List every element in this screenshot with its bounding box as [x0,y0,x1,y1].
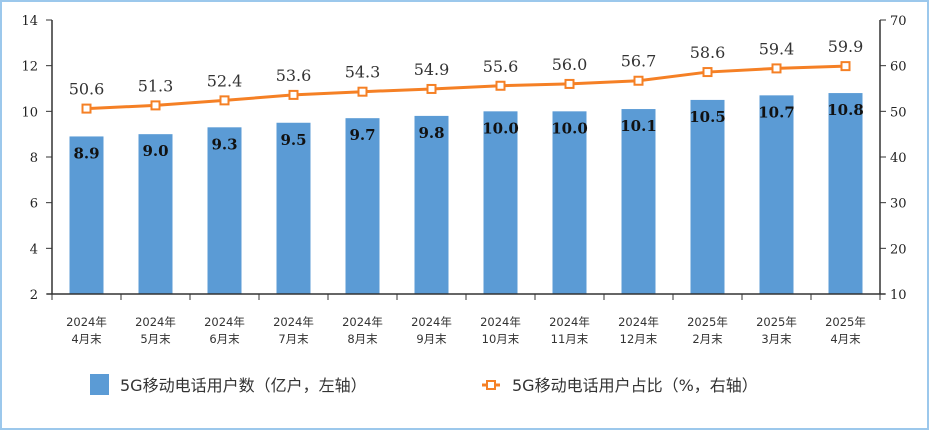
bar [414,115,449,295]
bar [483,111,518,294]
y-left-tick-label: 2 [30,288,38,303]
line-marker [426,83,437,94]
legend-line-label: 5G移动电话用户占比（%，右轴） [512,376,758,395]
bar [552,111,587,294]
line-label: 50.6 [69,80,105,99]
bar-label: 10.5 [689,108,726,126]
line-label: 53.6 [276,66,312,85]
bar [690,99,725,295]
legend-bar-label: 5G移动电话用户数（亿户，左轴） [120,376,367,395]
line-marker [564,78,575,89]
bar-label: 10.0 [482,119,519,137]
line-marker [840,61,851,72]
x-tick-label: 2025年 [687,315,728,329]
bar-label: 9.3 [211,135,237,153]
legend-bar-swatch [90,374,109,395]
x-tick-label: 2024年 [135,315,176,329]
line-label: 56.7 [621,52,657,71]
x-tick-label: 2024年 [480,315,521,329]
x-tick-label: 5月末 [140,332,171,346]
bar-label: 10.7 [758,103,795,121]
x-tick-label: 2025年 [825,315,866,329]
line-label: 52.4 [207,71,243,90]
x-tick-label: 2月末 [692,332,723,346]
bar-label: 9.5 [280,131,306,149]
x-tick-label: 3月末 [761,332,792,346]
x-tick-label: 2024年 [411,315,452,329]
legend-line-marker [486,380,496,390]
bar [138,134,173,294]
bar-label: 9.8 [418,124,444,142]
line-label: 59.9 [828,37,864,56]
x-tick-label: 11月末 [551,332,589,346]
y-left-tick-label: 10 [21,105,38,120]
x-tick-label: 6月末 [209,332,240,346]
line-label: 54.3 [345,63,381,82]
x-tick-label: 10月末 [482,332,520,346]
y-right-tick-label: 10 [890,288,907,303]
y-left-tick-label: 12 [21,60,38,75]
x-tick-label: 4月末 [71,332,102,346]
bar-label: 10.0 [551,119,588,137]
line-marker [219,95,230,106]
x-tick-label: 2024年 [618,315,659,329]
x-tick-label: 8月末 [347,332,378,346]
bar-label: 10.1 [620,117,657,135]
bar-label: 9.0 [142,142,168,160]
y-right-tick-label: 20 [890,242,907,257]
line-label: 55.6 [483,57,519,76]
line-label: 56.0 [552,55,588,74]
y-right-tick-label: 70 [890,14,907,29]
line-label: 51.3 [138,76,174,95]
line-marker [633,75,644,86]
x-tick-label: 2024年 [204,315,245,329]
y-left-tick-label: 8 [30,151,38,166]
line-marker [357,86,368,97]
bar [828,93,863,294]
y-left-tick-label: 14 [21,14,38,29]
y-right-tick-label: 50 [890,105,907,120]
line-marker [150,100,161,111]
bar [69,136,104,294]
y-left-tick-label: 4 [30,242,38,257]
bar [276,122,311,294]
x-tick-label: 12月末 [620,332,658,346]
line-marker [495,80,506,91]
bar-label: 8.9 [73,144,99,162]
line-marker [702,67,713,78]
bar-label: 9.7 [349,126,375,144]
x-tick-label: 2024年 [549,315,590,329]
x-tick-label: 2025年 [756,315,797,329]
line-marker [771,63,782,74]
line-label: 54.9 [414,60,450,79]
bar-label: 10.8 [827,101,864,119]
line-label: 58.6 [690,43,726,62]
y-right-tick-label: 40 [890,151,907,166]
x-tick-label: 2024年 [273,315,314,329]
x-tick-label: 2024年 [66,315,107,329]
x-tick-label: 2024年 [342,315,383,329]
x-tick-label: 9月末 [416,332,447,346]
line-label: 59.4 [759,39,795,58]
line-series [86,64,846,111]
line-marker [288,89,299,100]
y-right-tick-label: 60 [890,60,907,75]
bar [207,127,242,294]
y-right-tick-label: 30 [890,197,907,212]
y-left-tick-label: 6 [30,197,38,212]
line-marker [81,103,92,114]
x-tick-label: 4月末 [830,332,861,346]
bar [345,118,380,294]
bar [759,95,794,294]
x-tick-label: 7月末 [278,332,309,346]
bar [621,109,656,294]
